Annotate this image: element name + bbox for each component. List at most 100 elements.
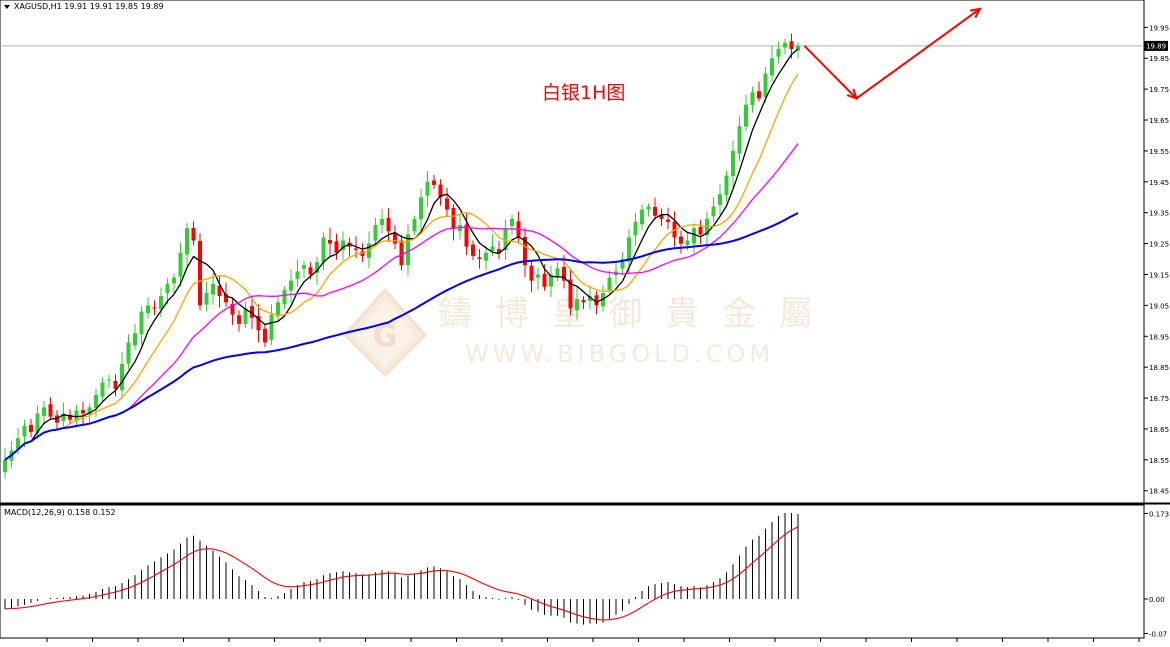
price-tick-label: 19.55 bbox=[1149, 148, 1169, 156]
candle-body bbox=[237, 315, 241, 324]
candle bbox=[692, 224, 696, 254]
candle-body bbox=[425, 181, 430, 196]
candle-body bbox=[503, 228, 508, 251]
candle-body bbox=[432, 180, 436, 185]
candle-body bbox=[666, 219, 670, 222]
candle-body bbox=[386, 217, 391, 232]
candle-body bbox=[627, 237, 631, 262]
candle bbox=[399, 234, 404, 271]
candle bbox=[386, 208, 391, 243]
candle bbox=[237, 310, 241, 332]
price-tick-label: 19.35 bbox=[1149, 210, 1169, 218]
candle-body bbox=[770, 58, 774, 76]
candle bbox=[679, 230, 683, 254]
watermark: G 鑄 博 皇 御 貴 金 屬 WWW.BIBGOLD.COM bbox=[342, 287, 819, 378]
candle bbox=[763, 67, 768, 103]
candle bbox=[484, 245, 488, 271]
candle bbox=[263, 324, 267, 347]
candle bbox=[276, 294, 280, 323]
price-tick-label: 18.65 bbox=[1149, 426, 1169, 434]
symbol-header: XAGUSD,H1 19.91 19.91 19.85 19.89 bbox=[14, 2, 164, 11]
candle bbox=[412, 215, 417, 236]
candle-body bbox=[87, 407, 92, 415]
candle bbox=[770, 45, 774, 82]
candle-body bbox=[373, 225, 378, 241]
candle-body bbox=[165, 283, 170, 294]
candle-body bbox=[289, 280, 293, 291]
watermark-url-text: WWW.BIBGOLD.COM bbox=[465, 340, 774, 368]
candle-body bbox=[113, 380, 118, 389]
candle bbox=[646, 203, 651, 217]
candle bbox=[81, 401, 85, 426]
candle bbox=[581, 296, 586, 309]
candle-body bbox=[178, 252, 183, 277]
main-panel-frame bbox=[0, 0, 1145, 504]
candle bbox=[165, 278, 170, 305]
candle bbox=[217, 276, 222, 308]
candle-body bbox=[568, 279, 573, 309]
candle-body bbox=[783, 42, 787, 48]
candle-body bbox=[341, 240, 345, 250]
candle-body bbox=[451, 207, 456, 229]
candle-body bbox=[789, 41, 794, 49]
candle-body bbox=[172, 277, 176, 284]
candle-body bbox=[724, 175, 729, 196]
candle bbox=[419, 188, 423, 232]
candle bbox=[126, 334, 131, 370]
triangle-down-icon[interactable] bbox=[4, 5, 10, 9]
candle bbox=[120, 352, 124, 400]
candle-body bbox=[471, 244, 475, 256]
candle-body bbox=[334, 241, 339, 253]
candle-body bbox=[510, 218, 514, 227]
price-tick-label: 19.95 bbox=[1149, 24, 1169, 32]
candle-body bbox=[302, 265, 306, 269]
candle-body bbox=[191, 228, 196, 241]
candle-body bbox=[412, 218, 417, 232]
candle bbox=[425, 170, 430, 207]
candle bbox=[698, 219, 703, 245]
candle-body bbox=[529, 265, 534, 281]
candle bbox=[627, 229, 631, 274]
candle bbox=[295, 259, 300, 287]
candle-body bbox=[536, 274, 540, 278]
ma-line-mid bbox=[4, 73, 799, 461]
candle bbox=[321, 232, 326, 270]
candle bbox=[328, 227, 332, 256]
candle bbox=[549, 265, 553, 298]
candle bbox=[3, 447, 7, 479]
candle bbox=[718, 184, 722, 215]
macd-label: MACD(12,26,9) 0.158 0.152 bbox=[4, 508, 116, 517]
candle bbox=[503, 219, 508, 260]
candle bbox=[152, 300, 157, 316]
current-price-label: 19.89 bbox=[1146, 42, 1166, 50]
candle-body bbox=[399, 240, 404, 266]
candle-body bbox=[48, 404, 53, 417]
candle-body bbox=[211, 283, 215, 295]
candle-body bbox=[484, 252, 488, 261]
candle bbox=[737, 116, 742, 162]
candle bbox=[477, 249, 482, 269]
candle-body bbox=[107, 379, 111, 381]
candle-body bbox=[120, 364, 124, 391]
candle bbox=[783, 38, 787, 55]
candle-body bbox=[588, 296, 592, 301]
candle-body bbox=[61, 413, 66, 422]
candle-body bbox=[354, 248, 358, 250]
candle bbox=[607, 270, 612, 294]
candle bbox=[230, 298, 235, 326]
candle bbox=[776, 41, 781, 64]
candle-body bbox=[633, 221, 638, 236]
candle-body bbox=[3, 459, 7, 473]
candle-body bbox=[620, 259, 625, 269]
candle-body bbox=[555, 268, 560, 277]
price-tick-label: 19.75 bbox=[1149, 86, 1169, 94]
candle-body bbox=[744, 104, 748, 127]
candle bbox=[204, 281, 209, 312]
watermark-chinese-text: 鑄 博 皇 御 貴 金 屬 bbox=[438, 294, 819, 334]
candle-body bbox=[445, 198, 449, 210]
candle-body bbox=[542, 274, 547, 287]
candle-body bbox=[594, 295, 599, 306]
candle-body bbox=[94, 394, 98, 408]
